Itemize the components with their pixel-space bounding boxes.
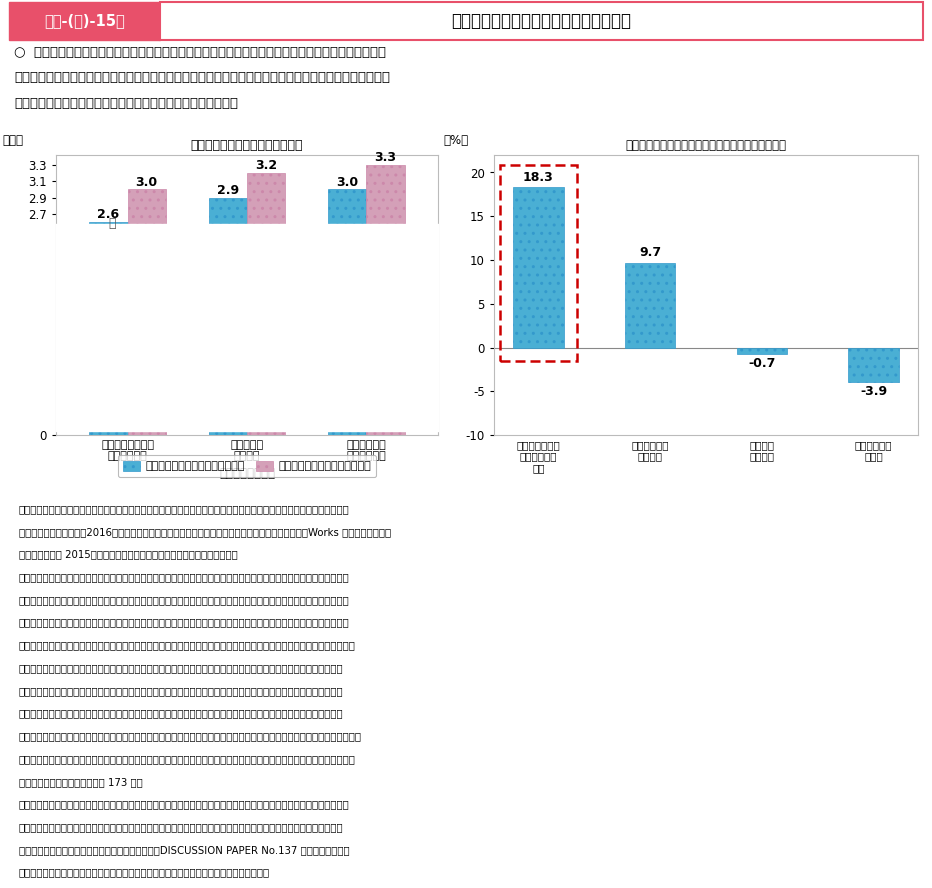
Text: 詳細な分析手法については文部科学省科学技術・学術政策研究所「研究開発活動における組織・人事マネジ: 詳細な分析手法については文部科学省科学技術・学術政策研究所「研究開発活動における… bbox=[19, 822, 343, 832]
Legend: イノベーション人材が育っている, イノベーションが実現している: イノベーション人材が育っている, イノベーションが実現している bbox=[117, 456, 377, 477]
Bar bbox=[625, 263, 676, 347]
Text: ３）右図について、イノベーションはプロダクト・イノベーションを指している。: ３）右図について、イノベーションはプロダクト・イノベーションを指している。 bbox=[19, 868, 269, 877]
Text: 向上を最重視している（１点）」「転職している（会社や社員と関係を持っている人材が多い（５点）」～「転: 向上を最重視している（１点）」「転職している（会社や社員と関係を持っている人材が… bbox=[19, 640, 355, 650]
Text: 9.7: 9.7 bbox=[639, 246, 661, 259]
Text: ションをおこす人材が育っている（全くその通り＝５点、全くそうではない＝１点）」のスコアを用いている。: ションをおこす人材が育っている（全くその通り＝５点、全くそうではない＝１点）」の… bbox=[19, 754, 355, 764]
Text: （注）　１）左図について、人事評価の考え方は「結果さえ出していれば、プロセスについては全く問われていない（５: （注） １）左図について、人事評価の考え方は「結果さえ出していれば、プロセスにつ… bbox=[19, 572, 349, 583]
Text: （%）: （%） bbox=[443, 134, 468, 147]
Text: なお、サンプル数は 173 社。: なお、サンプル数は 173 社。 bbox=[19, 777, 143, 787]
Bar bbox=[514, 187, 564, 347]
Bar bbox=[160, 2, 923, 40]
Text: -3.9: -3.9 bbox=[860, 385, 887, 398]
Text: 3.0: 3.0 bbox=[336, 176, 358, 189]
Text: 者重視、プロセス・会社・中業績者重視、どちらともいえないの３つのグループに分けた。イノベーション: 者重視、プロセス・会社・中業績者重視、どちらともいえないの３つのグループに分けた… bbox=[19, 686, 343, 696]
Text: 人事評価とイノベーションの実現の関係: 人事評価とイノベーションの実現の関係 bbox=[451, 12, 631, 30]
Title: 人事評価とイノベーションの関係: 人事評価とイノベーションの関係 bbox=[191, 139, 303, 153]
Text: ２）右図の数値については、各施策を実施した場合におけるイノベーションの実現割合の確率の上昇率を表す。: ２）右図の数値については、各施策を実施した場合におけるイノベーションの実現割合の… bbox=[19, 799, 349, 810]
Text: 2.6: 2.6 bbox=[98, 209, 119, 221]
Text: 18.3: 18.3 bbox=[523, 170, 554, 184]
Text: 資料出所　文部科学省科学技術・学術政策研究所「研究開発活動における組織・人事マネジメントがイノベーションに与: 資料出所 文部科学省科学技術・学術政策研究所「研究開発活動における組織・人事マネ… bbox=[19, 504, 349, 514]
Text: 3.2: 3.2 bbox=[255, 159, 277, 172]
Bar bbox=[366, 165, 404, 435]
X-axis label: 人事評価の考え方: 人事評価の考え方 bbox=[219, 467, 275, 480]
Text: ～: ～ bbox=[109, 218, 116, 230]
Bar bbox=[209, 197, 247, 435]
Text: 職していった人の多くは、会社や社員との関係が薄れる（１点）」の平均値を求めて、結果・個人・高業績: 職していった人の多くは、会社や社員との関係が薄れる（１点）」の平均値を求めて、結… bbox=[19, 663, 343, 673]
Text: ○  「結果・個人・高業績者重視」の企業であるほど、イノベーション人材の育成及びイノベーション: ○ 「結果・個人・高業績者重視」の企業であるほど、イノベーション人材の育成及びイ… bbox=[14, 46, 386, 59]
Text: える影響」（2016年）、（株）リクルートホールディングスリクルートワークス研究所「Works 人材マネジメント: える影響」（2016年）、（株）リクルートホールディングスリクルートワークス研究… bbox=[19, 527, 391, 536]
Text: 成果が出ている（全くその通り＝５点、全くそうではない＝１点）」、イノベーション人材の育成は、「イノベー: 成果が出ている（全くその通り＝５点、全くそうではない＝１点）」、イノベーション人… bbox=[19, 732, 362, 741]
Bar bbox=[9, 2, 160, 40]
Bar bbox=[848, 347, 898, 382]
Text: 3.0: 3.0 bbox=[136, 176, 158, 189]
Text: のモチベーション向上を最重視している（５点）」～「ミドルパフォーマー（業績中位者）のモチベーション: のモチベーション向上を最重視している（５点）」～「ミドルパフォーマー（業績中位者… bbox=[19, 618, 349, 628]
Text: の実現が進んでいるという傾向があり、具体的には「研究開発成果を反映した人事評価」「研究部門: の実現が進んでいるという傾向があり、具体的には「研究開発成果を反映した人事評価」… bbox=[14, 71, 390, 84]
Bar bbox=[128, 189, 166, 435]
Bar bbox=[328, 189, 366, 435]
Text: メントがイノベーションに与える影響」DISCUSSION PAPER No.137 を参照されたい。: メントがイノベーションに与える影響」DISCUSSION PAPER No.13… bbox=[19, 844, 349, 855]
Text: 3.3: 3.3 bbox=[375, 151, 396, 164]
Title: イノベーションの実現確率の上昇率と具体的な施策: イノベーションの実現確率の上昇率と具体的な施策 bbox=[625, 139, 787, 153]
Text: -0.7: -0.7 bbox=[748, 357, 775, 370]
Bar bbox=[89, 222, 128, 435]
Text: の実現については、２、３年前の自社と比較して、「新しい発明や製品の開発、ビジネスモデルの構築等の: の実現については、２、３年前の自社と比較して、「新しい発明や製品の開発、ビジネス… bbox=[19, 709, 343, 718]
Text: 出身役員」がイノベーションの実現に与える影響が強い。: 出身役員」がイノベーションの実現に与える影響が強い。 bbox=[14, 97, 238, 110]
Text: 点）」～「プロセスに則って行動していたかが最重要視される（１点）」「トップパフォーマー（高業績者）: 点）」～「プロセスに則って行動していたかが最重要視される（１点）」「トップパフォ… bbox=[19, 595, 349, 605]
Text: （点）: （点） bbox=[3, 134, 23, 147]
Text: 調査 2015」をもとに厚生労働省労働政策担当参事官室にて作成: 調査 2015」をもとに厚生労働省労働政策担当参事官室にて作成 bbox=[19, 550, 238, 559]
Bar bbox=[736, 347, 787, 353]
Text: 2.9: 2.9 bbox=[217, 184, 239, 197]
Bar bbox=[247, 173, 285, 435]
Text: 第２-(２)-15図: 第２-(２)-15図 bbox=[45, 13, 125, 28]
